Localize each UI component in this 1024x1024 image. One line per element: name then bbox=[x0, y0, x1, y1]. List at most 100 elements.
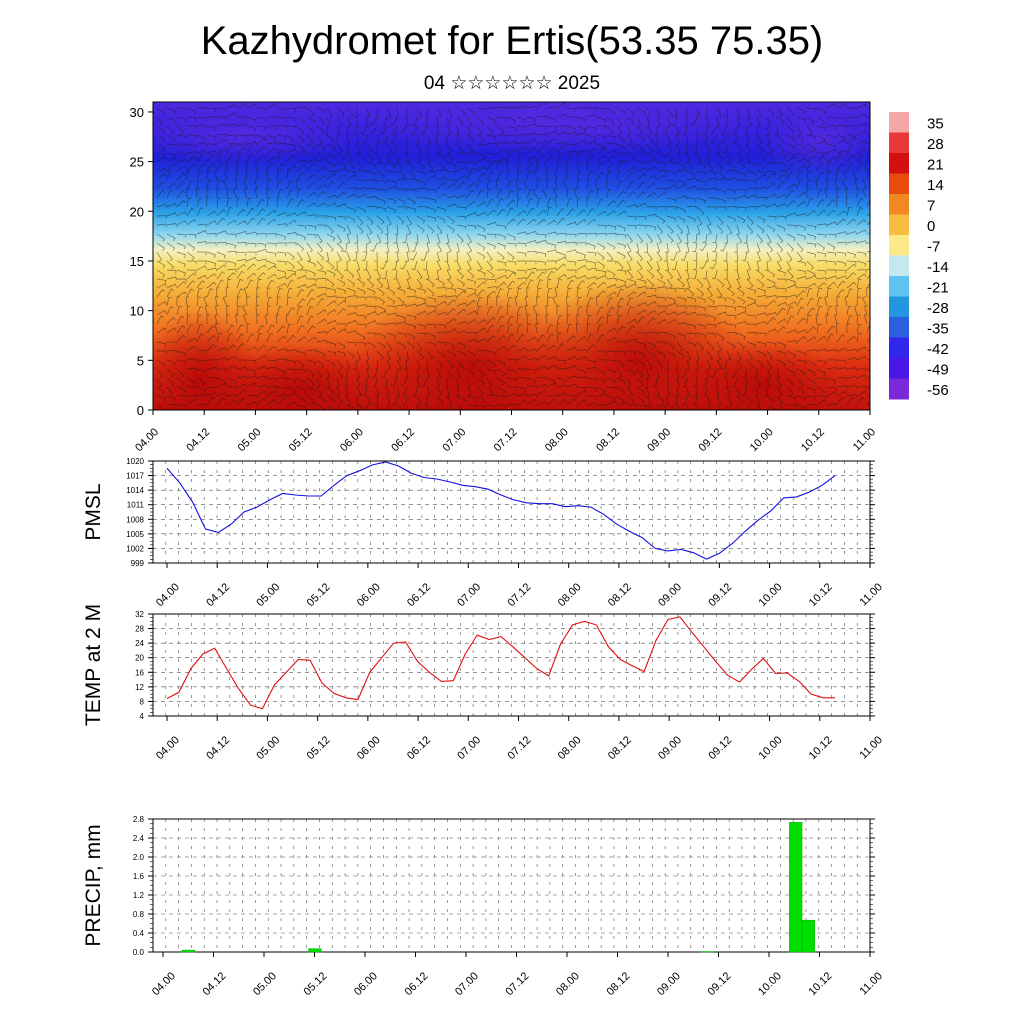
heatmap-warm-cell bbox=[680, 340, 840, 410]
colorbar-swatch bbox=[889, 296, 909, 318]
heatmap-xtick-label: 04.00 bbox=[133, 426, 161, 454]
heatmap-cold-cell bbox=[760, 105, 870, 175]
ytick-label: 1002 bbox=[126, 544, 144, 553]
heatmap-ytick-label: 30 bbox=[130, 105, 144, 120]
colorbar-label: 14 bbox=[927, 177, 944, 194]
xtick-label: 07.00 bbox=[453, 970, 481, 998]
precip-bar bbox=[789, 822, 803, 953]
colorbar-swatch bbox=[889, 255, 909, 277]
colorbar-label: -49 bbox=[927, 361, 949, 378]
heatmap-ytick-label: 5 bbox=[137, 353, 144, 368]
ytick-label: 24 bbox=[135, 639, 144, 648]
series-line bbox=[166, 461, 836, 560]
xtick-label: 08.00 bbox=[556, 581, 584, 609]
colorbar-swatch bbox=[889, 317, 909, 338]
precip-bar bbox=[181, 949, 195, 953]
colorbar-label: 7 bbox=[927, 197, 935, 214]
colorbar-swatch bbox=[889, 337, 909, 359]
xtick-label: 10.00 bbox=[757, 581, 785, 609]
xtick-label: 09.00 bbox=[656, 734, 684, 762]
heatmap-xtick-label: 07.12 bbox=[492, 426, 520, 454]
xtick-label: 08.12 bbox=[606, 734, 634, 762]
heatmap-cold-cell bbox=[153, 105, 360, 165]
ytick-label: 2.8 bbox=[133, 815, 145, 824]
xtick-label: 09.12 bbox=[706, 734, 734, 762]
colorbar-swatch bbox=[889, 276, 909, 297]
xtick-label: 05.12 bbox=[305, 734, 333, 762]
colorbar-label: 28 bbox=[927, 136, 944, 153]
ytick-label: 12 bbox=[135, 683, 144, 692]
colorbar-label: -35 bbox=[927, 320, 949, 337]
xtick-label: 05.00 bbox=[254, 734, 282, 762]
heatmap-ytick-label: 10 bbox=[130, 304, 144, 319]
xtick-label: 04.12 bbox=[200, 970, 228, 998]
chart-title: Kazhydromet for Ertis(53.35 75.35) bbox=[200, 19, 824, 63]
wind-barbs bbox=[156, 102, 870, 410]
colorbar-swatch bbox=[889, 378, 909, 400]
panel-ylabel: TEMP at 2 M bbox=[82, 604, 105, 726]
precip-bar bbox=[308, 948, 322, 953]
heatmap-xtick-label: 11.00 bbox=[851, 426, 878, 453]
xtick-label: 11.00 bbox=[858, 734, 885, 761]
ytick-label: 2.0 bbox=[133, 853, 145, 862]
ytick-label: 999 bbox=[131, 559, 145, 568]
xtick-label: 08.12 bbox=[606, 581, 634, 609]
panel-ylabel: PMSL bbox=[82, 483, 105, 540]
colorbar-label: -14 bbox=[927, 259, 949, 276]
ytick-label: 2.4 bbox=[133, 834, 145, 843]
heatmap-xtick-label: 04.12 bbox=[184, 426, 212, 454]
xtick-label: 06.12 bbox=[405, 734, 433, 762]
ytick-label: 1020 bbox=[126, 457, 144, 466]
xtick-label: 11.00 bbox=[858, 970, 885, 997]
xtick-label: 04.00 bbox=[154, 581, 182, 609]
xtick-label: 05.00 bbox=[254, 581, 282, 609]
xtick-label: 10.12 bbox=[806, 970, 834, 998]
xtick-label: 07.12 bbox=[505, 581, 533, 609]
ytick-label: 1005 bbox=[126, 530, 144, 539]
precip-bar bbox=[801, 919, 815, 953]
colorbar-label: -7 bbox=[927, 238, 940, 255]
series-line bbox=[166, 616, 835, 710]
ytick-label: 28 bbox=[135, 625, 144, 634]
ytick-label: 0.8 bbox=[133, 910, 145, 919]
colorbar-label: -21 bbox=[927, 279, 949, 296]
ytick-label: 8 bbox=[140, 697, 145, 706]
ytick-label: 16 bbox=[135, 668, 144, 677]
heatmap-xtick-label: 05.12 bbox=[287, 426, 315, 454]
colorbar-swatch bbox=[889, 112, 909, 133]
xtick-label: 07.00 bbox=[455, 734, 483, 762]
colorbar-swatch bbox=[889, 173, 909, 195]
heatmap-ytick-label: 20 bbox=[130, 204, 144, 219]
colorbar-label: 35 bbox=[927, 115, 944, 132]
xtick-label: 04.12 bbox=[204, 581, 232, 609]
panel-frame bbox=[152, 613, 871, 717]
heatmap-ytick-label: 15 bbox=[130, 254, 144, 269]
colorbar-label: 0 bbox=[927, 218, 935, 235]
ytick-label: 1.6 bbox=[133, 872, 145, 881]
ytick-label: 1014 bbox=[126, 486, 144, 495]
heatmap-xtick-label: 07.00 bbox=[440, 426, 468, 454]
colorbar-label: 21 bbox=[927, 156, 944, 173]
xtick-label: 04.00 bbox=[154, 734, 182, 762]
colorbar-swatch bbox=[889, 235, 909, 256]
heatmap-ytick-label: 25 bbox=[130, 155, 144, 170]
ytick-label: 4 bbox=[140, 712, 145, 721]
chart-subtitle: 04 ☆☆☆☆☆☆ 2025 bbox=[423, 73, 601, 94]
heatmap-xtick-label: 05.00 bbox=[236, 426, 264, 454]
panel-ylabel: PRECIP, mm bbox=[82, 824, 105, 946]
ytick-label: 20 bbox=[135, 654, 144, 663]
colorbar-label: -28 bbox=[927, 300, 949, 317]
colorbar-swatch bbox=[889, 214, 909, 236]
xtick-label: 06.00 bbox=[355, 734, 383, 762]
heatmap-xtick-label: 10.00 bbox=[748, 426, 776, 454]
heatmap-xtick-label: 06.00 bbox=[338, 426, 366, 454]
ytick-label: 1011 bbox=[127, 501, 145, 510]
heatmap-xtick-label: 10.12 bbox=[799, 426, 827, 454]
xtick-label: 10.12 bbox=[807, 581, 835, 609]
colorbar-swatch bbox=[889, 153, 909, 174]
heatmap-xtick-label: 06.12 bbox=[389, 426, 417, 454]
xtick-label: 08.00 bbox=[556, 734, 584, 762]
xtick-label: 09.12 bbox=[705, 970, 733, 998]
heatmap-ytick-label: 0 bbox=[137, 403, 144, 418]
